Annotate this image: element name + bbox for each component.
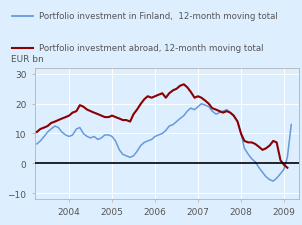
- Text: Portfolio investment abroad, 12-month moving total: Portfolio investment abroad, 12-month mo…: [39, 44, 264, 53]
- Text: EUR bn: EUR bn: [11, 54, 44, 63]
- Text: Portfolio investment in Finland,  12-month moving total: Portfolio investment in Finland, 12-mont…: [39, 12, 278, 21]
